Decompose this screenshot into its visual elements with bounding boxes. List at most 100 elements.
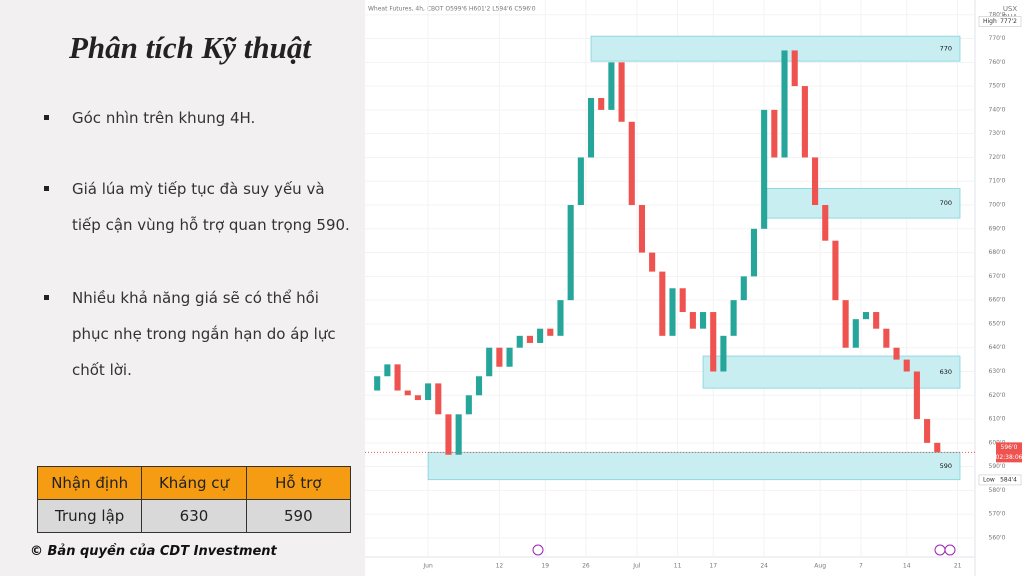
summary-table: Nhận định Kháng cự Hỗ trợ Trung lập 630 … — [36, 466, 352, 533]
candle — [934, 442, 941, 453]
table-header: Hỗ trợ — [245, 466, 352, 500]
x-tick-label: 14 — [903, 563, 911, 570]
candle — [414, 395, 421, 401]
candle — [720, 335, 727, 372]
x-tick-label: 19 — [541, 563, 549, 570]
extreme-tag — [978, 474, 1022, 486]
zone — [763, 187, 961, 219]
y-tick-label: 590'0 — [989, 463, 1006, 470]
y-tick-label: 710'0 — [989, 178, 1006, 185]
y-tick-label: 730'0 — [989, 130, 1006, 137]
candle — [506, 347, 513, 367]
y-tick-label: 760'0 — [989, 59, 1006, 66]
candle — [404, 390, 411, 396]
extreme-tag-value: 777'2 — [1000, 18, 1017, 25]
candle — [730, 300, 737, 336]
candle — [689, 312, 696, 329]
candle — [740, 276, 747, 301]
candle — [679, 288, 686, 313]
extreme-tag-value: 584'4 — [1000, 476, 1017, 483]
table-header: Kháng cự — [141, 466, 247, 500]
zone-label: 700 — [940, 199, 952, 207]
y-tick-label: 660'0 — [989, 297, 1006, 304]
candle — [486, 347, 493, 377]
candle — [659, 271, 666, 336]
y-tick-label: 570'0 — [989, 511, 1006, 518]
candle — [496, 347, 503, 367]
text-panel: Phân tích Kỹ thuật Góc nhìn trên khung 4… — [0, 0, 365, 576]
candle — [801, 86, 808, 158]
x-tick-label: Jun — [422, 563, 433, 570]
candle — [587, 97, 595, 158]
y-tick-label: 580'0 — [989, 487, 1006, 494]
candle — [618, 62, 625, 122]
candle — [557, 300, 564, 336]
candle — [924, 419, 931, 443]
price-tag — [996, 442, 1022, 463]
candle — [577, 157, 584, 206]
candle — [669, 288, 676, 336]
price-tag-label: 596'0 — [1001, 444, 1018, 451]
x-tick-label: 17 — [709, 563, 717, 570]
bullet: Nhiều khả năng giá sẽ có thể hồi phục nh… — [44, 280, 357, 388]
candle — [455, 414, 462, 455]
bullet: Góc nhìn trên khung 4H. — [44, 100, 357, 136]
countdown: 02:38:06 — [996, 454, 1023, 461]
candle — [862, 312, 870, 320]
candle — [435, 383, 442, 415]
candle — [699, 312, 707, 329]
zone — [702, 355, 961, 389]
extreme-tag-name: Low — [983, 476, 995, 483]
bullet: Giá lúa mỳ tiếp tục đà suy yếu và tiếp c… — [44, 171, 357, 243]
candle — [842, 300, 849, 348]
candle — [598, 97, 605, 110]
zone — [590, 35, 961, 62]
candle — [465, 395, 472, 415]
zone-label: 590 — [940, 462, 952, 470]
x-tick-label: Aug — [814, 563, 826, 570]
candle — [628, 121, 635, 206]
candle — [567, 205, 574, 301]
candle — [832, 240, 839, 301]
candle — [384, 364, 391, 377]
x-tick-label: 21 — [954, 563, 962, 570]
x-tick-label: 26 — [582, 563, 590, 570]
x-tick-label: 24 — [760, 563, 768, 570]
chart-header: Wheat Futures, 4h, CBOT O599'6 H601'2 L5… — [368, 6, 536, 13]
candle — [526, 335, 533, 343]
y-tick-label: 750'0 — [989, 83, 1006, 90]
y-tick-label: 620'0 — [989, 392, 1006, 399]
table-cell: 590 — [245, 499, 352, 533]
y-tick-label: 690'0 — [989, 225, 1006, 232]
slide-title: Phân tích Kỹ thuật — [68, 30, 312, 65]
y-tick-label: 560'0 — [989, 534, 1006, 541]
table-cell: Trung lập — [36, 499, 143, 533]
y-tick-label: 640'0 — [989, 344, 1006, 351]
candle — [893, 347, 900, 360]
currency: USX — [1003, 5, 1018, 13]
candle — [822, 205, 829, 241]
event-icon — [532, 544, 544, 556]
candle — [710, 312, 717, 372]
y-tick-label: 650'0 — [989, 320, 1006, 327]
candle — [812, 157, 819, 206]
y-tick-label: 740'0 — [989, 106, 1006, 113]
candle — [913, 371, 920, 420]
candle — [638, 205, 646, 253]
candle — [394, 364, 401, 391]
extreme-tag — [978, 16, 1022, 27]
zone-label: 630 — [940, 368, 952, 376]
y-tick-label: 780'0 — [989, 11, 1006, 18]
event-icon — [944, 544, 956, 556]
candle — [791, 50, 798, 87]
candle — [761, 109, 768, 229]
candle — [771, 109, 778, 158]
candle — [608, 62, 615, 110]
candle — [547, 328, 554, 336]
candle — [374, 376, 381, 391]
candle — [750, 228, 758, 277]
zone-label: 770 — [940, 45, 952, 53]
chart: Wheat Futures, 4h, CBOT O599'6 H601'2 L5… — [365, 0, 1024, 576]
candle — [883, 328, 890, 348]
